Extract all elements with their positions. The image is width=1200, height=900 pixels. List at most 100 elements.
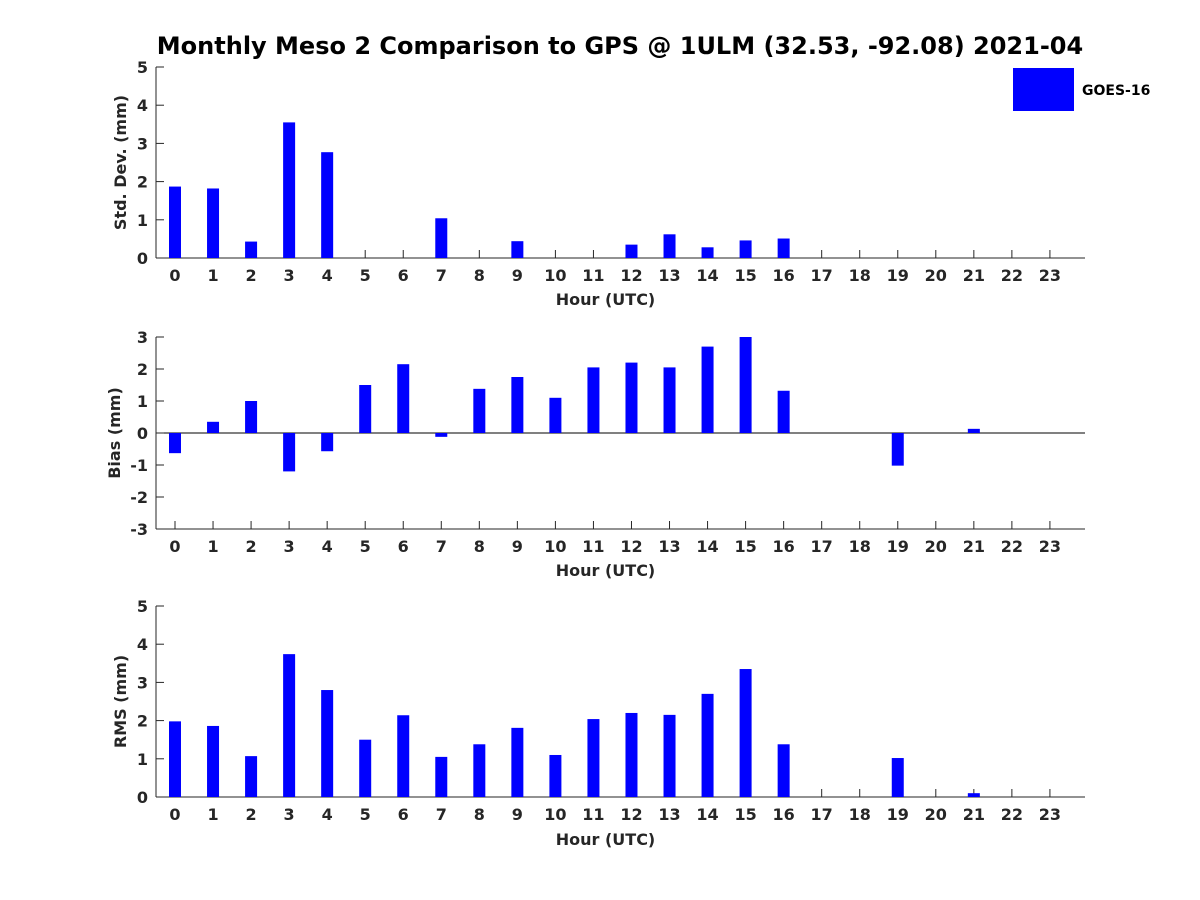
bias-x-tick-label: 10 bbox=[544, 537, 566, 556]
bias-x-tick-label: 8 bbox=[474, 537, 485, 556]
legend: GOES-16 bbox=[1013, 68, 1150, 111]
rms-y-axis-label: RMS (mm) bbox=[111, 655, 130, 748]
stddev-x-tick-label: 18 bbox=[849, 266, 871, 285]
bias-y-tick-label: 1 bbox=[137, 392, 148, 411]
stddev-x-tick-label: 13 bbox=[658, 266, 680, 285]
stddev-bar-hour-12 bbox=[625, 244, 638, 258]
bias-x-tick-label: 11 bbox=[582, 537, 604, 556]
bias-bar-hour-3 bbox=[283, 433, 296, 472]
bias-x-tick-label: 18 bbox=[849, 537, 871, 556]
stddev-bar-hour-0 bbox=[169, 186, 181, 258]
stddev-x-tick-label: 5 bbox=[360, 266, 371, 285]
bias-x-tick-label: 22 bbox=[1001, 537, 1023, 556]
stddev-bar-hour-9 bbox=[511, 241, 524, 258]
bias-bar-hour-0 bbox=[169, 433, 181, 454]
bias-x-tick-label: 17 bbox=[811, 537, 833, 556]
bias-bar-hour-16 bbox=[777, 390, 790, 433]
rms-x-tick-label: 22 bbox=[1001, 805, 1023, 824]
rms-bar-hour-7 bbox=[435, 756, 448, 797]
rms-bar-hour-13 bbox=[663, 714, 676, 797]
bias-bar-hour-9 bbox=[511, 377, 524, 433]
rms-x-tick-label: 1 bbox=[207, 805, 218, 824]
bias-bar-hour-15 bbox=[739, 337, 752, 433]
stddev-x-tick-label: 15 bbox=[734, 266, 756, 285]
stddev-x-tick-label: 12 bbox=[620, 266, 642, 285]
rms-bar-hour-1 bbox=[207, 725, 220, 797]
stddev-bar-hour-16 bbox=[777, 238, 790, 258]
stddev-x-tick-label: 17 bbox=[811, 266, 833, 285]
bias-bar-hour-13 bbox=[663, 367, 676, 433]
rms-x-tick-label: 23 bbox=[1039, 805, 1061, 824]
bias-x-tick-label: 1 bbox=[207, 537, 218, 556]
bias-bar-hour-10 bbox=[549, 397, 562, 433]
rms-bar-hour-8 bbox=[473, 744, 486, 797]
bias-x-tick-label: 9 bbox=[512, 537, 523, 556]
stddev-x-tick-label: 3 bbox=[284, 266, 295, 285]
rms-x-tick-label: 11 bbox=[582, 805, 604, 824]
stddev-x-axis-label: Hour (UTC) bbox=[556, 290, 656, 309]
stddev-x-tick-label: 20 bbox=[925, 266, 947, 285]
rms-bar-hour-14 bbox=[701, 693, 714, 797]
stddev-y-axis-label: Std. Dev. (mm) bbox=[111, 95, 130, 230]
bias-bar-hour-7 bbox=[435, 433, 448, 437]
stddev-x-tick-label: 7 bbox=[436, 266, 447, 285]
bias-x-tick-label: 14 bbox=[696, 537, 718, 556]
rms-x-tick-label: 20 bbox=[925, 805, 947, 824]
stddev-y-tick-label: 5 bbox=[137, 58, 148, 77]
stddev-x-tick-label: 16 bbox=[773, 266, 795, 285]
stddev-x-tick-label: 8 bbox=[474, 266, 485, 285]
stddev-bar-hour-4 bbox=[321, 152, 334, 258]
stddev-x-tick-label: 0 bbox=[169, 266, 180, 285]
rms-x-tick-label: 4 bbox=[322, 805, 333, 824]
bias-x-tick-label: 5 bbox=[360, 537, 371, 556]
bias-x-tick-label: 15 bbox=[734, 537, 756, 556]
bias-x-tick-label: 13 bbox=[658, 537, 680, 556]
rms-y-tick-label: 2 bbox=[137, 712, 148, 731]
stddev-x-tick-label: 4 bbox=[322, 266, 333, 285]
stddev-x-tick-label: 19 bbox=[887, 266, 909, 285]
stddev-x-tick-label: 11 bbox=[582, 266, 604, 285]
rms-x-tick-label: 12 bbox=[620, 805, 642, 824]
stddev-y-tick-label: 2 bbox=[137, 173, 148, 192]
rms-bar-hour-0 bbox=[169, 721, 181, 797]
rms-x-tick-label: 16 bbox=[773, 805, 795, 824]
rms-y-tick-label: 1 bbox=[137, 750, 148, 769]
bias-x-tick-label: 21 bbox=[963, 537, 985, 556]
rms-bar-hour-3 bbox=[283, 654, 296, 797]
rms-bar-hour-9 bbox=[511, 727, 524, 797]
bias-y-tick-label: -3 bbox=[130, 520, 148, 539]
rms-bar-hour-10 bbox=[549, 754, 562, 797]
bias-bar-hour-2 bbox=[245, 401, 258, 433]
legend-swatch bbox=[1013, 68, 1074, 111]
rms-x-tick-label: 10 bbox=[544, 805, 566, 824]
bias-bar-hour-19 bbox=[891, 433, 904, 466]
stddev-x-tick-label: 23 bbox=[1039, 266, 1061, 285]
stddev-bar-hour-3 bbox=[283, 122, 296, 258]
stddev-x-tick-label: 14 bbox=[696, 266, 718, 285]
rms-bar-hour-12 bbox=[625, 712, 638, 797]
rms-bar-hour-2 bbox=[245, 756, 258, 797]
bias-y-tick-label: 0 bbox=[137, 424, 148, 443]
bias-bar-hour-4 bbox=[321, 433, 334, 452]
stddev-x-tick-label: 9 bbox=[512, 266, 523, 285]
stddev-bar-hour-15 bbox=[739, 240, 752, 258]
rms-x-tick-label: 0 bbox=[169, 805, 180, 824]
rms-bar-hour-6 bbox=[397, 715, 410, 797]
stddev-bar-hour-2 bbox=[245, 241, 258, 258]
rms-x-tick-label: 13 bbox=[658, 805, 680, 824]
bias-x-tick-label: 2 bbox=[246, 537, 257, 556]
bias-bar-hour-14 bbox=[701, 346, 714, 433]
rms-bar-hour-21 bbox=[967, 793, 980, 797]
rms-bar-hour-15 bbox=[739, 669, 752, 797]
bias-x-axis-label: Hour (UTC) bbox=[556, 561, 656, 580]
bias-x-tick-label: 12 bbox=[620, 537, 642, 556]
stddev-x-tick-label: 10 bbox=[544, 266, 566, 285]
stddev-bar-hour-13 bbox=[663, 234, 676, 258]
rms-bar-hour-4 bbox=[321, 690, 334, 797]
stddev-y-tick-label: 3 bbox=[137, 134, 148, 153]
rms-y-tick-label: 4 bbox=[137, 635, 148, 654]
